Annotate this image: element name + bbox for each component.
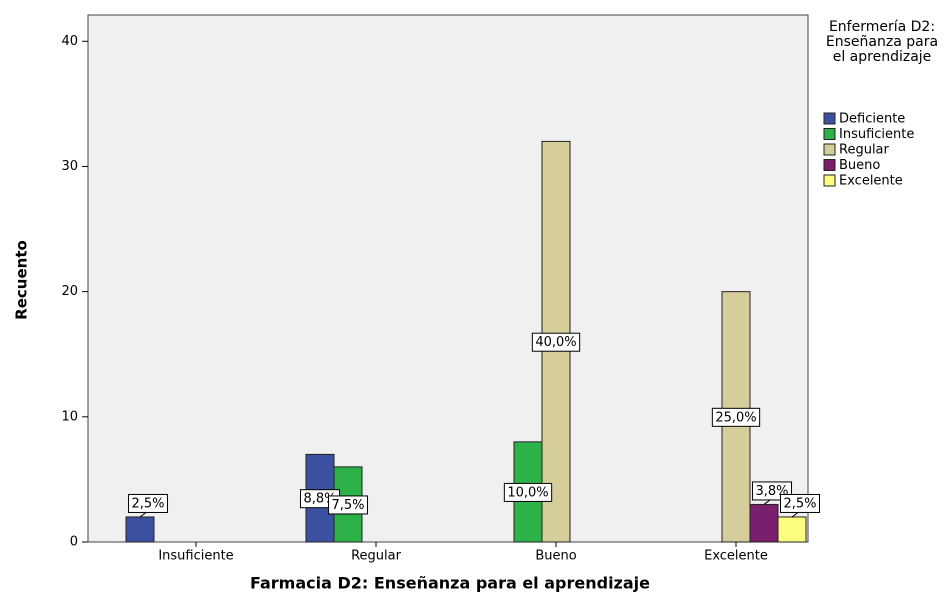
legend-title: Enfermería D2: Enseñanza para el aprendi… — [825, 19, 939, 65]
y-axis-label: Recuento — [13, 240, 31, 320]
y-tick-label: 20 — [61, 284, 78, 299]
data-label: 2,5% — [131, 496, 164, 511]
x-tick-label: Regular — [351, 549, 402, 564]
y-tick-label: 0 — [70, 535, 78, 550]
legend-label: Insuficiente — [839, 127, 914, 142]
legend-swatch — [823, 112, 836, 125]
x-tick-label: Bueno — [535, 549, 576, 564]
data-label-box — [327, 495, 369, 515]
data-label-box — [779, 493, 821, 513]
legend-swatch — [823, 174, 836, 187]
legend-label: Deficiente — [839, 112, 905, 127]
legend-label: Regular — [839, 143, 890, 158]
x-tick-label: Excelente — [704, 549, 768, 564]
x-tick-label: Insuficiente — [158, 549, 233, 564]
plot-area — [87, 14, 809, 543]
data-label: 2,5% — [783, 496, 816, 511]
y-tick-label: 30 — [61, 159, 78, 174]
data-label: 7,5% — [331, 498, 364, 513]
legend-label: Bueno — [839, 158, 880, 173]
legend-swatch — [823, 143, 836, 156]
data-label: 25,0% — [715, 410, 756, 425]
data-label-box — [711, 407, 761, 427]
x-axis-label: Farmacia D2: Enseñanza para el aprendiza… — [250, 574, 650, 593]
bar — [749, 503, 779, 543]
data-label: 10,0% — [507, 485, 548, 500]
bar — [125, 516, 155, 543]
y-tick-label: 10 — [61, 409, 78, 424]
data-label-box — [127, 493, 169, 513]
data-label-box — [503, 482, 553, 502]
bar — [777, 516, 807, 543]
legend-swatch — [823, 128, 836, 140]
data-label: 40,0% — [535, 335, 576, 350]
data-label-box — [531, 332, 581, 352]
y-tick-label: 40 — [61, 34, 78, 49]
legend-swatch — [823, 159, 836, 171]
legend-label: Excelente — [839, 174, 903, 189]
